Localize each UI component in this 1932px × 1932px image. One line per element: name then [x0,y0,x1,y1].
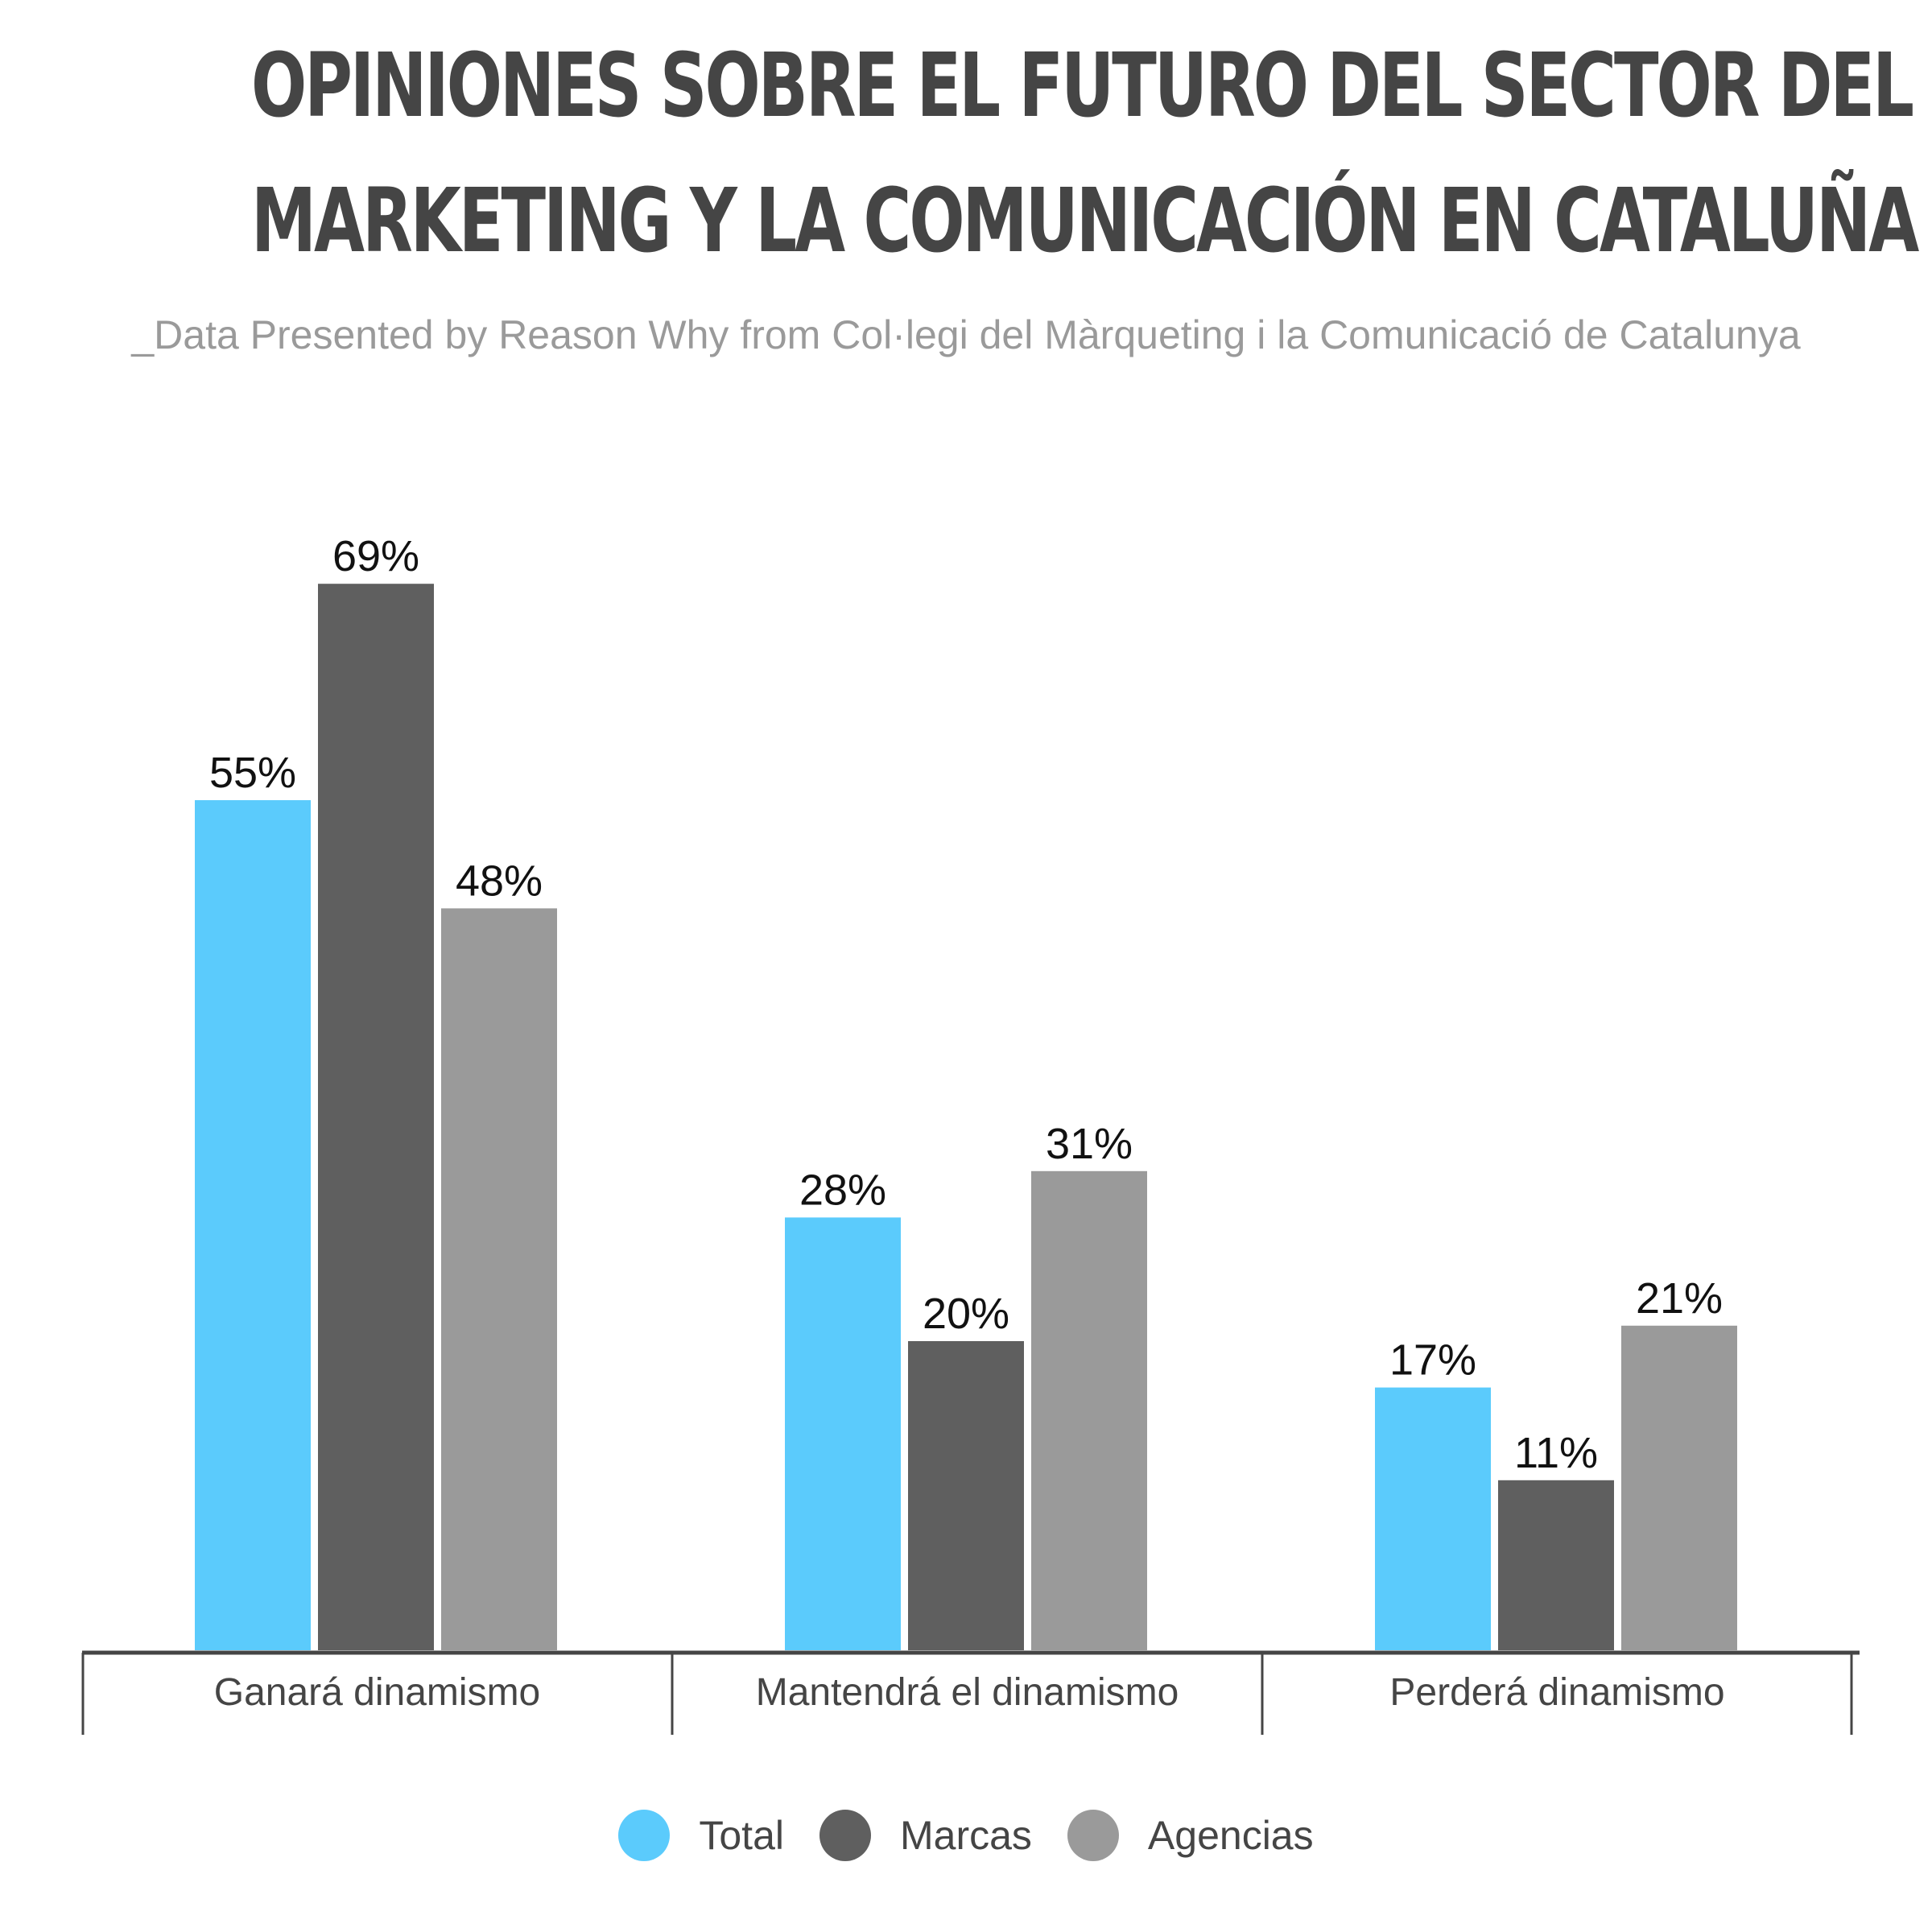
bar-marcas-3 [1498,1480,1614,1650]
legend-swatch-agencias [1067,1810,1119,1861]
data-label-agencias-3: 21% [1636,1274,1723,1323]
legend-item-agencias: Agencias [1067,1810,1314,1861]
legend-label-marcas: Marcas [900,1813,1032,1858]
bar-marcas-1 [318,584,434,1651]
data-label-marcas-3: 11% [1514,1429,1598,1477]
chart-title-line-1: OPINIONES SOBRE EL FUTURO DEL SECTOR DEL [251,34,1914,137]
bar-total-3 [1375,1387,1491,1650]
bar-total-2 [785,1217,901,1650]
chart-title-line-2: MARKETING Y LA COMUNICACIÓN EN CATALUÑA [251,169,1919,272]
data-label-marcas-1: 69% [332,532,419,580]
bar-agencias-1 [441,908,557,1650]
chart-subtitle: _Data Presented by Reason Why from Col·l… [131,312,1801,357]
chart-title: OPINIONES SOBRE EL FUTURO DEL SECTOR DEL… [251,18,1919,288]
data-label-total-2: 28% [799,1166,886,1214]
bar-marcas-2 [908,1341,1024,1650]
legend-label-agencias: Agencias [1147,1813,1314,1858]
x-tick-label-1: Ganará dinamismo [214,1671,541,1714]
data-label-agencias-1: 48% [456,857,543,905]
data-label-total-1: 55% [209,749,296,797]
data-label-marcas-2: 20% [923,1290,1009,1338]
x-tick-label-3: Perderá dinamismo [1389,1671,1724,1714]
x-tick-label-2: Mantendrá el dinamismo [756,1671,1179,1714]
legend-item-marcas: Marcas [819,1810,1032,1861]
bar-agencias-2 [1031,1170,1147,1650]
legend-label-total: Total [699,1813,784,1858]
legend-swatch-marcas [819,1810,871,1861]
legend-item-total: Total [618,1810,784,1861]
legend: Total Marcas Agencias [0,1810,1932,1861]
data-label-total-3: 17% [1389,1336,1476,1385]
bar-total-1 [195,800,311,1650]
legend-swatch-total [618,1810,671,1861]
data-label-agencias-2: 31% [1046,1120,1133,1168]
bar-agencias-3 [1621,1325,1737,1650]
